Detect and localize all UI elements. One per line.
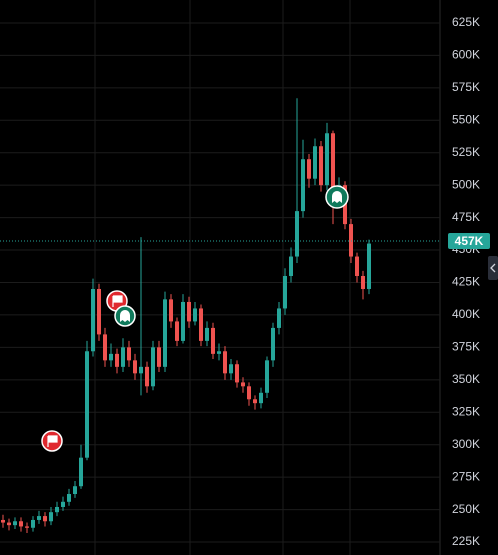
candle-body [307, 159, 311, 179]
candle-body [253, 399, 257, 404]
candle-body [295, 211, 299, 257]
candle-body [145, 366, 149, 387]
candle-body [235, 364, 239, 383]
candle-body [217, 351, 221, 354]
candle-body [109, 353, 113, 361]
y-tick-label: 625K [452, 15, 480, 29]
candle-body [127, 347, 131, 361]
candle-body [97, 288, 101, 335]
y-tick-label: 600K [452, 48, 480, 62]
candle-body [211, 327, 215, 354]
candle-body [193, 308, 197, 322]
candle-body [205, 327, 209, 341]
candle-body [25, 526, 29, 528]
markers [41, 185, 349, 452]
candle-body [241, 382, 245, 387]
candle-body [43, 516, 47, 522]
y-tick-label: 225K [452, 534, 480, 548]
y-tick-label: 575K [452, 80, 480, 94]
candle-body [163, 299, 167, 367]
ghost-marker[interactable] [325, 185, 349, 209]
candle-body [349, 224, 353, 257]
candle-body [223, 351, 227, 374]
candle-body [355, 256, 359, 277]
candle-body [7, 522, 11, 526]
candle-body [367, 243, 371, 289]
candle-body [187, 301, 191, 322]
y-tick-label: 375K [452, 340, 480, 354]
y-tick-label: 525K [452, 145, 480, 159]
candle-body [55, 506, 59, 513]
candle-body [31, 519, 35, 528]
y-tick-label: 425K [452, 275, 480, 289]
candle-body [271, 327, 275, 361]
candle-body [61, 501, 65, 507]
candle-body [229, 364, 233, 374]
candle-body [139, 366, 143, 374]
candle-body [37, 516, 41, 520]
candle-body [313, 146, 317, 179]
plot: 225K250K275K300K325K350K375K400K425K450K… [0, 15, 490, 548]
candle-body [67, 494, 71, 502]
candle-body [133, 360, 137, 374]
candle-body [283, 276, 287, 309]
candle-body [247, 386, 251, 400]
candle-body [85, 351, 89, 458]
candle-body [73, 486, 77, 495]
ghost-marker[interactable] [114, 305, 136, 327]
candle-body [19, 521, 23, 527]
last-price-badge [448, 232, 490, 249]
candle-body [181, 301, 185, 341]
candle-body [301, 159, 305, 212]
y-tick-label: 275K [452, 469, 480, 483]
candle-body [49, 512, 53, 522]
y-tick-label: 475K [452, 210, 480, 224]
candle-body [331, 133, 335, 199]
candle-body [265, 360, 269, 393]
candle-body [325, 133, 329, 186]
y-tick-label: 550K [452, 112, 480, 126]
y-tick-label: 400K [452, 307, 480, 321]
side-tab[interactable] [488, 256, 498, 280]
candle-body [175, 321, 179, 341]
y-tick-label: 325K [452, 404, 480, 418]
y-tick-label: 350K [452, 372, 480, 386]
y-tick-label: 300K [452, 437, 480, 451]
candle-body [157, 347, 161, 367]
candle-body [361, 276, 365, 289]
candle-body [259, 392, 263, 404]
candle-body [289, 256, 293, 277]
last-price-label: 457K [455, 234, 484, 248]
candle-body [79, 457, 83, 487]
candle-body [91, 288, 95, 352]
flag-marker[interactable] [41, 430, 63, 452]
candle-body [121, 347, 125, 367]
candle-body [13, 521, 17, 526]
candle-body [1, 519, 5, 523]
vertical-grid [94, 0, 351, 555]
y-tick-label: 500K [452, 177, 480, 191]
candle-body [169, 299, 173, 322]
candle-body [199, 308, 203, 341]
candle-body [103, 334, 107, 361]
candle-body [277, 308, 281, 328]
y-tick-label: 250K [452, 502, 480, 516]
candle-body [115, 353, 119, 367]
candle-body [151, 347, 155, 387]
candle-body [319, 146, 323, 186]
